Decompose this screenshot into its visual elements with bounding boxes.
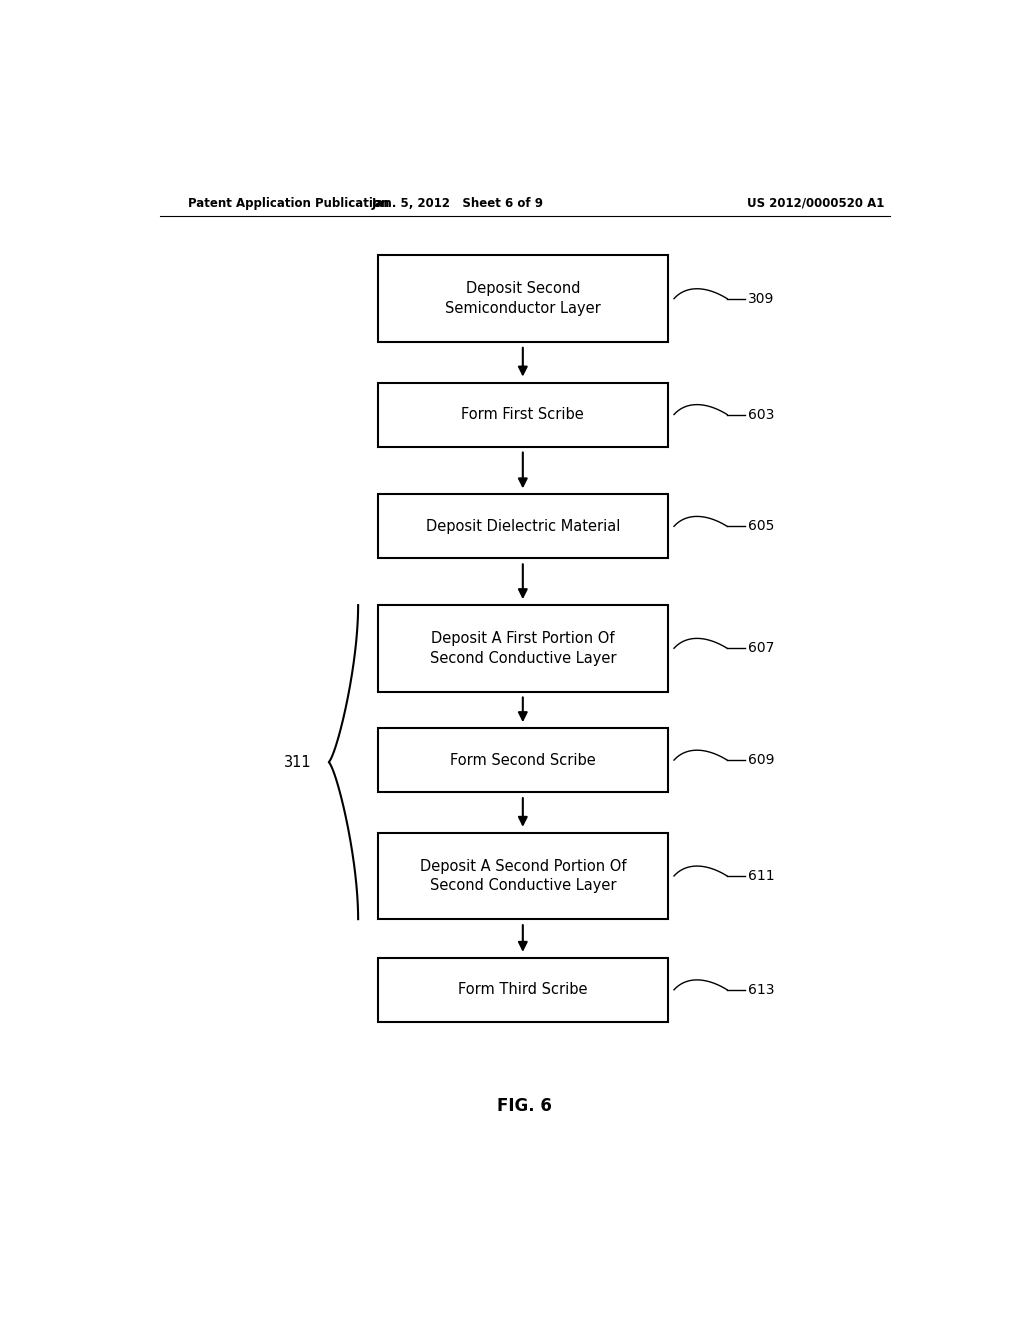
- Bar: [378, 256, 668, 342]
- Text: 309: 309: [748, 292, 774, 306]
- Text: Deposit A First Portion Of
Second Conductive Layer: Deposit A First Portion Of Second Conduc…: [429, 631, 616, 665]
- Text: Form Third Scribe: Form Third Scribe: [458, 982, 588, 998]
- Bar: [378, 729, 668, 792]
- Bar: [378, 958, 668, 1022]
- Text: Deposit A Second Portion Of
Second Conductive Layer: Deposit A Second Portion Of Second Condu…: [420, 858, 626, 894]
- Text: 611: 611: [748, 869, 774, 883]
- Bar: [378, 605, 668, 692]
- Text: Deposit Dielectric Material: Deposit Dielectric Material: [426, 519, 620, 533]
- Text: Jan. 5, 2012   Sheet 6 of 9: Jan. 5, 2012 Sheet 6 of 9: [372, 197, 544, 210]
- Text: Form First Scribe: Form First Scribe: [462, 407, 584, 422]
- Text: 605: 605: [748, 519, 774, 533]
- Text: FIG. 6: FIG. 6: [498, 1097, 552, 1114]
- Text: 613: 613: [748, 983, 774, 997]
- Text: 311: 311: [284, 755, 311, 770]
- Text: 609: 609: [748, 754, 774, 767]
- Text: Patent Application Publication: Patent Application Publication: [187, 197, 389, 210]
- Bar: [378, 833, 668, 919]
- Text: 603: 603: [748, 408, 774, 421]
- Text: US 2012/0000520 A1: US 2012/0000520 A1: [748, 197, 885, 210]
- Bar: [378, 383, 668, 446]
- Bar: [378, 494, 668, 558]
- Text: 607: 607: [748, 642, 774, 655]
- Text: Deposit Second
Semiconductor Layer: Deposit Second Semiconductor Layer: [445, 281, 601, 315]
- Text: Form Second Scribe: Form Second Scribe: [450, 752, 596, 768]
